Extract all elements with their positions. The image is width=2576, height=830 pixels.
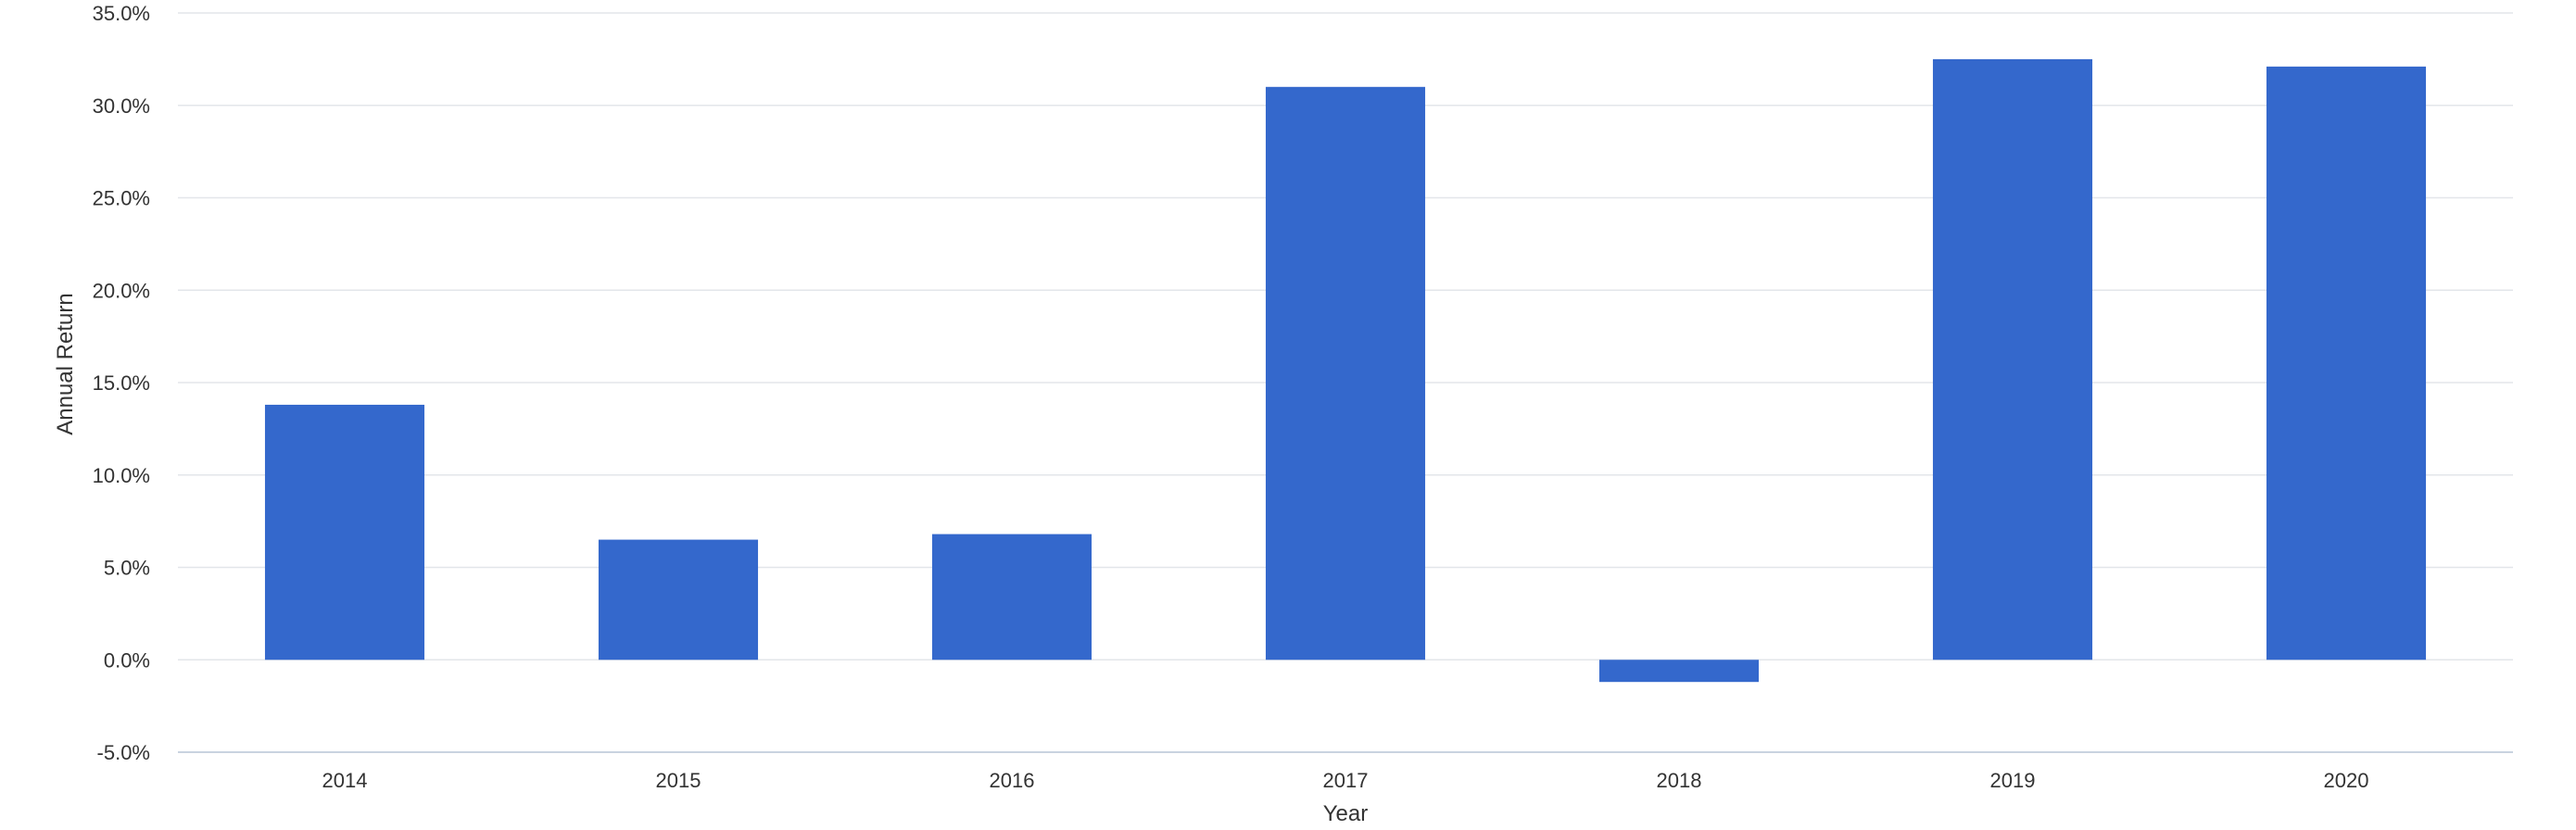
bar bbox=[931, 534, 1092, 660]
y-tick-label: 5.0% bbox=[104, 557, 150, 580]
x-tick-label: 2018 bbox=[1657, 769, 1702, 792]
y-tick-label: 15.0% bbox=[93, 371, 150, 395]
x-tick-label: 2019 bbox=[1990, 769, 2036, 792]
x-tick-label: 2016 bbox=[990, 769, 1035, 792]
x-tick-label: 2020 bbox=[2324, 769, 2369, 792]
y-tick-label: 0.0% bbox=[104, 648, 150, 672]
bar-series bbox=[264, 58, 2427, 683]
y-tick-label: 25.0% bbox=[93, 187, 150, 210]
bar bbox=[264, 404, 425, 660]
y-tick-label: 20.0% bbox=[93, 279, 150, 302]
y-axis-tick-labels: -5.0% 0.0% 5.0% 10.0% 15.0% 20.0% 25.0% 30.0% 35… bbox=[93, 2, 150, 764]
x-tick-label: 2015 bbox=[656, 769, 701, 792]
bar bbox=[1598, 660, 1760, 683]
y-tick-label: 30.0% bbox=[93, 94, 150, 118]
x-axis-tick-labels: 2014 2015 2016 2017 2018 2019 2020 bbox=[322, 769, 2369, 792]
x-tick-label: 2014 bbox=[322, 769, 368, 792]
y-tick-label: 35.0% bbox=[93, 2, 150, 25]
bar bbox=[598, 539, 759, 660]
y-axis-title: Annual Return bbox=[53, 293, 78, 434]
y-tick-label: -5.0% bbox=[97, 741, 150, 764]
bar bbox=[1932, 58, 2093, 660]
x-axis-title: Year bbox=[1323, 801, 1369, 826]
x-tick-label: 2017 bbox=[1323, 769, 1369, 792]
bar bbox=[2266, 66, 2427, 660]
bar bbox=[1265, 86, 1426, 660]
y-tick-label: 10.0% bbox=[93, 464, 150, 487]
